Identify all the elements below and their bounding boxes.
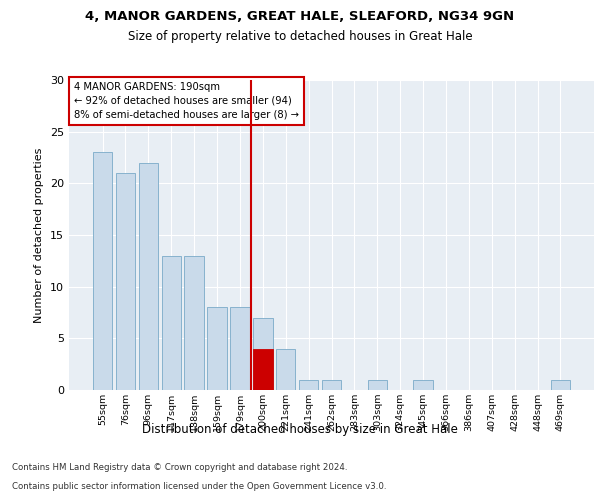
Bar bbox=[253, 348, 272, 390]
Bar bbox=[139, 162, 158, 390]
Bar bbox=[253, 318, 272, 390]
Y-axis label: Number of detached properties: Number of detached properties bbox=[34, 148, 44, 322]
Bar bbox=[322, 380, 341, 390]
Text: Size of property relative to detached houses in Great Hale: Size of property relative to detached ho… bbox=[128, 30, 472, 43]
Bar bbox=[368, 380, 387, 390]
Text: 4 MANOR GARDENS: 190sqm
← 92% of detached houses are smaller (94)
8% of semi-det: 4 MANOR GARDENS: 190sqm ← 92% of detache… bbox=[74, 82, 299, 120]
Bar bbox=[413, 380, 433, 390]
Text: Distribution of detached houses by size in Great Hale: Distribution of detached houses by size … bbox=[142, 422, 458, 436]
Bar bbox=[93, 152, 112, 390]
Text: Contains public sector information licensed under the Open Government Licence v3: Contains public sector information licen… bbox=[12, 482, 386, 491]
Bar bbox=[230, 308, 250, 390]
Text: 4, MANOR GARDENS, GREAT HALE, SLEAFORD, NG34 9GN: 4, MANOR GARDENS, GREAT HALE, SLEAFORD, … bbox=[85, 10, 515, 23]
Bar bbox=[276, 348, 295, 390]
Bar bbox=[184, 256, 204, 390]
Bar bbox=[116, 173, 135, 390]
Bar bbox=[208, 308, 227, 390]
Bar bbox=[299, 380, 319, 390]
Text: Contains HM Land Registry data © Crown copyright and database right 2024.: Contains HM Land Registry data © Crown c… bbox=[12, 464, 347, 472]
Bar bbox=[161, 256, 181, 390]
Bar bbox=[551, 380, 570, 390]
